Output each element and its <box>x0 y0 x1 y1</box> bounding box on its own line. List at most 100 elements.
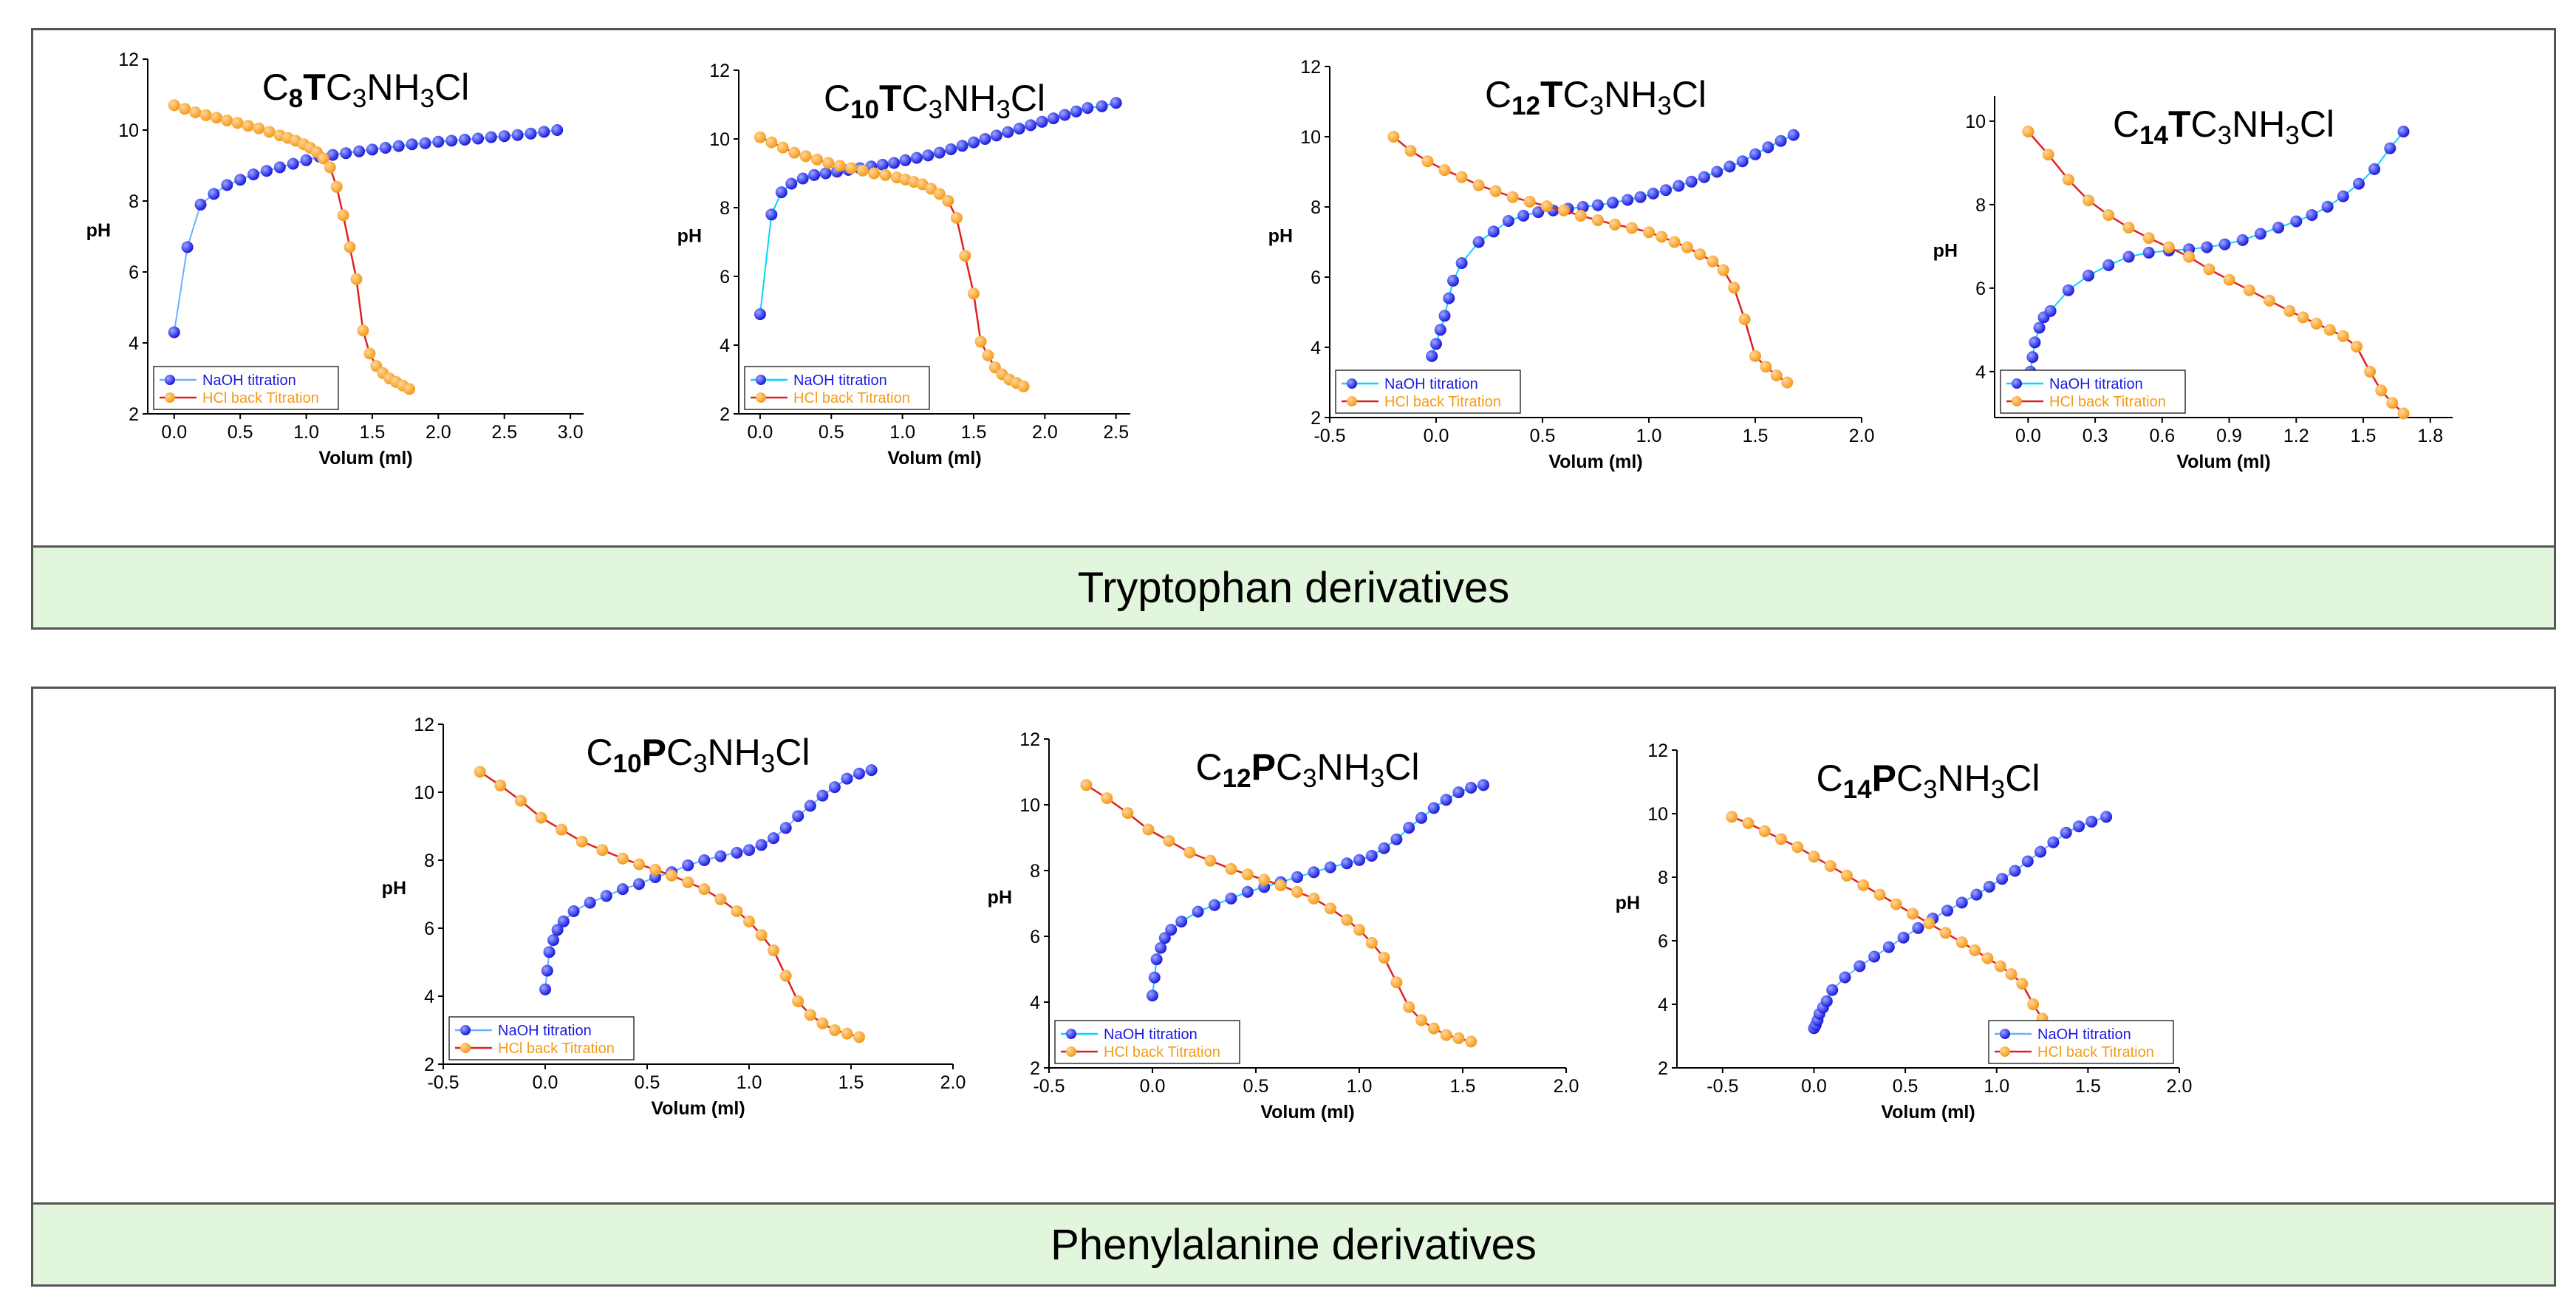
y-axis-label: pH <box>382 878 406 899</box>
legend-marker <box>1347 378 1357 389</box>
y-tick-label: 2 <box>720 404 730 425</box>
hcl-data-point <box>1791 841 1804 854</box>
naoh-data-point <box>567 905 580 917</box>
naoh-data-point <box>1059 109 1071 121</box>
hcl-data-point <box>822 157 835 169</box>
hcl-data-point <box>330 180 343 193</box>
legend-marker <box>1066 1029 1076 1039</box>
naoh-data-point <box>1150 953 1163 966</box>
naoh-data-point <box>910 151 923 164</box>
hcl-data-point <box>2062 174 2074 185</box>
naoh-data-point <box>2321 200 2334 213</box>
hcl-data-point <box>1591 214 1604 226</box>
hcl-data-point <box>2122 222 2135 234</box>
hcl-data-point <box>942 194 954 207</box>
hcl-data-point <box>1142 823 1155 836</box>
hcl-data-point <box>1841 869 1853 882</box>
naoh-data-point <box>1148 971 1161 984</box>
x-tick-label: 1.0 <box>293 422 319 443</box>
naoh-data-point <box>525 127 537 140</box>
x-axis-label: Volum (ml) <box>1548 452 1642 472</box>
hcl-data-point <box>2297 311 2309 324</box>
naoh-data-point <box>472 132 484 145</box>
hcl-data-point <box>2102 209 2115 221</box>
naoh-data-point <box>899 154 912 166</box>
hcl-data-point <box>2042 149 2054 161</box>
naoh-data-point <box>1036 115 1048 128</box>
x-tick-label: 0.5 <box>1530 426 1556 446</box>
hcl-data-point <box>779 970 792 982</box>
naoh-data-point <box>1455 257 1468 269</box>
naoh-data-point <box>1192 905 1204 918</box>
legend-label: HCl back Titration <box>793 390 910 406</box>
naoh-data-point <box>247 168 259 180</box>
naoh-series-line <box>759 102 1116 315</box>
naoh-data-point <box>2254 228 2266 240</box>
naoh-data-point <box>1434 324 1446 336</box>
hcl-data-point <box>856 164 869 177</box>
chart-c14p: -0.5 0.0 0.5 1.0 1.5 2.0 2 4 6 8 10 12 Volum (ml) pH C… <box>1616 740 2193 1123</box>
hcl-data-point <box>1163 834 1175 847</box>
hcl-data-point <box>2243 284 2255 296</box>
naoh-data-point <box>1868 950 1881 963</box>
hcl-data-point <box>596 844 609 857</box>
y-tick-label: 10 <box>1300 127 1321 148</box>
x-tick-label: -0.5 <box>1706 1076 1738 1097</box>
hcl-data-point <box>1749 350 1761 362</box>
legend-label: NaOH titration <box>202 372 296 389</box>
y-tick-label: 4 <box>720 336 730 356</box>
x-axis-label: Volum (ml) <box>651 1098 745 1119</box>
hcl-data-point <box>494 779 507 791</box>
naoh-data-point <box>968 136 980 149</box>
naoh-data-point <box>2009 865 2021 877</box>
y-tick-label: 4 <box>1658 995 1668 1015</box>
hcl-data-point <box>804 1009 816 1021</box>
naoh-data-point <box>1175 916 1188 927</box>
hcl-data-point <box>950 211 963 224</box>
hcl-data-point <box>1994 960 2006 973</box>
legend-marker <box>756 392 766 403</box>
legend-label: HCl back Titration <box>2037 1044 2154 1060</box>
naoh-data-point <box>1941 905 1953 917</box>
naoh-data-point <box>1013 123 1025 134</box>
hcl-data-point <box>1489 185 1502 197</box>
hcl-data-point <box>2027 998 2040 1010</box>
legend-label: NaOH titration <box>2049 376 2143 392</box>
naoh-data-point <box>682 859 694 871</box>
naoh-data-point <box>498 130 510 143</box>
x-tick-label: 0.0 <box>1424 426 1449 446</box>
hcl-data-point <box>1742 817 1755 829</box>
hcl-data-point <box>2022 126 2035 137</box>
naoh-data-point <box>1324 861 1336 874</box>
naoh-data-point <box>600 890 612 902</box>
naoh-data-point <box>547 934 559 947</box>
naoh-data-point <box>2062 284 2074 296</box>
naoh-data-point <box>392 140 405 152</box>
legend-label: HCl back Titration <box>202 390 319 406</box>
x-tick-label: 2.0 <box>1554 1076 1579 1097</box>
naoh-data-point <box>2142 246 2155 259</box>
naoh-data-point <box>1736 155 1749 168</box>
naoh-data-point <box>1365 850 1378 862</box>
hcl-data-point <box>357 324 369 337</box>
naoh-data-point <box>2044 304 2057 317</box>
naoh-data-point <box>1002 126 1014 138</box>
naoh-data-point <box>1438 310 1451 322</box>
x-tick-label: 1.0 <box>1636 426 1662 446</box>
naoh-data-point <box>1291 871 1303 883</box>
hcl-data-point <box>1341 913 1353 926</box>
chart-c10t: 0.0 0.5 1.0 1.5 2.0 2.5 2 4 6 8 10 12 Volum (ml) pH C1… <box>677 61 1130 469</box>
naoh-data-point <box>779 822 792 834</box>
naoh-data-point <box>1882 941 1895 953</box>
naoh-data-point <box>551 924 564 936</box>
x-axis-label: Volum (ml) <box>2176 452 2270 472</box>
chart-title: C14PC3NH3Cl <box>1817 757 2040 804</box>
hcl-data-point <box>1415 1014 1427 1026</box>
hcl-data-point <box>755 929 768 941</box>
naoh-data-point <box>1225 892 1237 905</box>
hcl-data-point <box>1017 380 1030 392</box>
naoh-data-point <box>1096 100 1108 112</box>
naoh-data-point <box>714 850 727 862</box>
hcl-data-point <box>1681 241 1693 253</box>
y-tick-label: 4 <box>129 333 139 354</box>
